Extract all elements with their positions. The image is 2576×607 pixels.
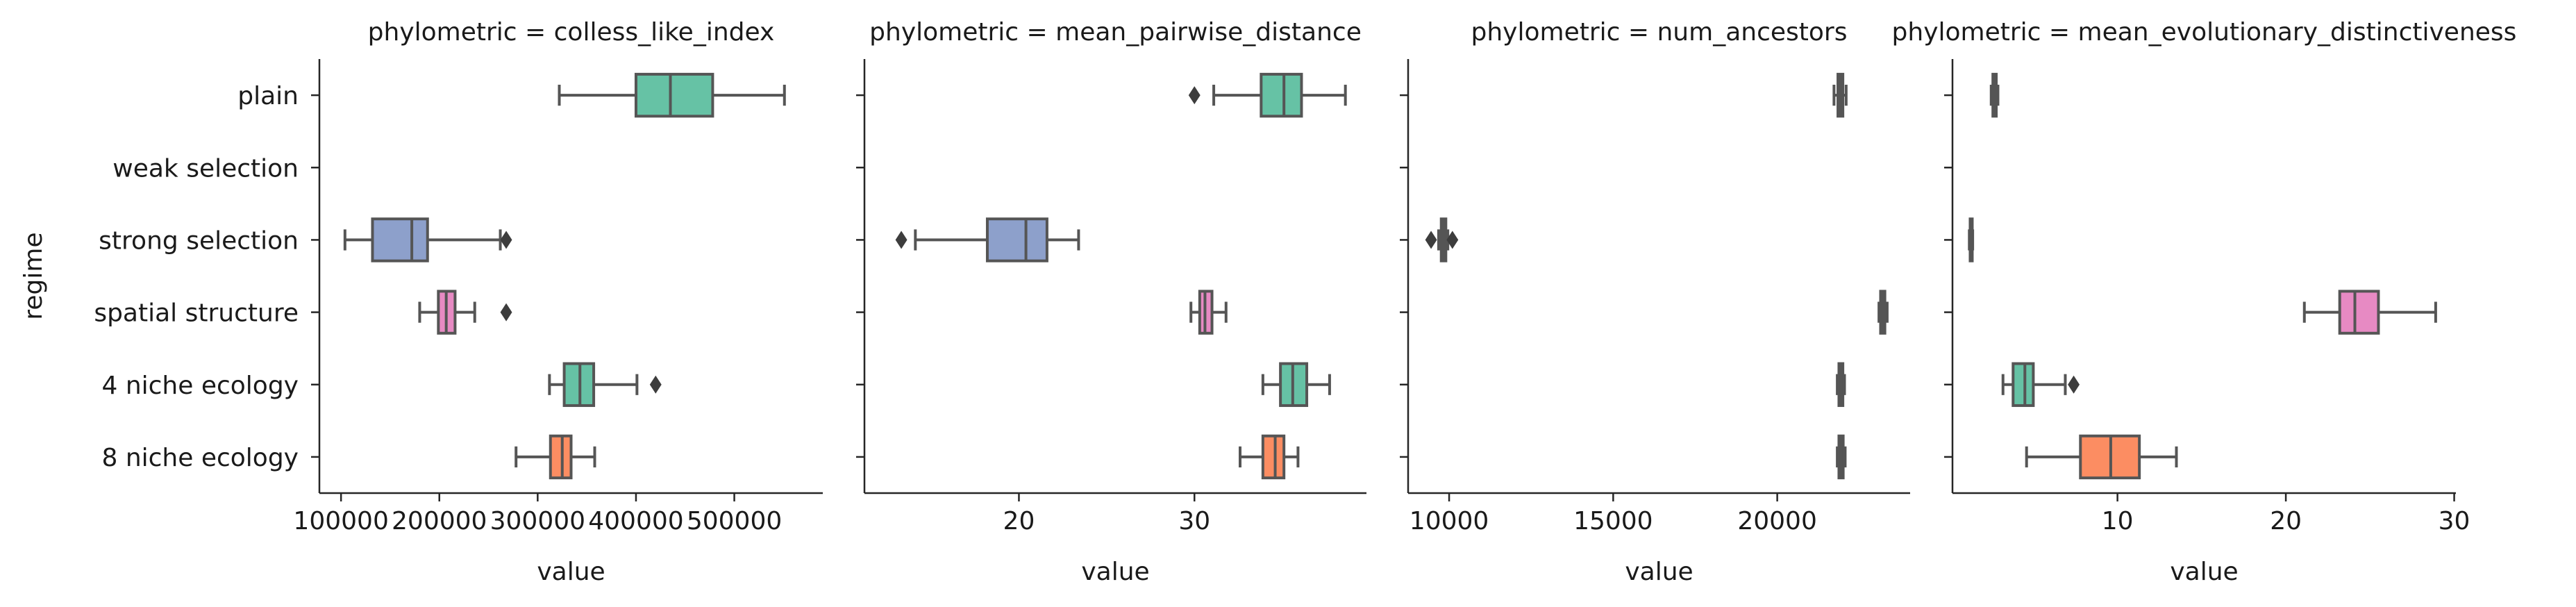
box-strong-selection bbox=[371, 217, 429, 263]
x-tick-label: 15000 bbox=[1573, 507, 1653, 535]
outlier-point bbox=[1425, 231, 1437, 249]
box-plain bbox=[634, 72, 714, 118]
x-tick-label: 100000 bbox=[293, 507, 388, 535]
box-plain bbox=[1260, 72, 1303, 118]
outlier-point bbox=[2068, 375, 2080, 394]
outlier-point bbox=[1446, 231, 1459, 249]
y-tick-label: strong selection bbox=[99, 226, 299, 255]
x-tick-label: 20 bbox=[2270, 507, 2302, 535]
x-axis-label: value bbox=[2170, 558, 2238, 586]
outlier-point bbox=[649, 375, 662, 394]
outlier-point bbox=[895, 231, 908, 249]
x-tick-label: 10000 bbox=[1410, 507, 1489, 535]
y-tick-label: weak selection bbox=[112, 154, 299, 183]
box-8-niche-ecology bbox=[549, 434, 573, 480]
y-tick-label: spatial structure bbox=[94, 299, 299, 328]
box-8-niche-ecology bbox=[1261, 434, 1286, 480]
x-tick-label: 10 bbox=[2102, 507, 2134, 535]
box-strong-selection bbox=[985, 217, 1048, 263]
outlier-point bbox=[1188, 86, 1201, 105]
box-4-niche-ecology bbox=[2012, 362, 2035, 407]
y-tick-label: 4 niche ecology bbox=[101, 372, 299, 400]
y-axis-label: regime bbox=[19, 232, 48, 319]
y-tick-label: plain bbox=[237, 82, 299, 110]
x-axis-label: value bbox=[537, 558, 605, 586]
x-tick-label: 300000 bbox=[490, 507, 585, 535]
panel-title: phylometric = colless_like_index bbox=[368, 18, 775, 47]
x-axis-label: value bbox=[1081, 558, 1149, 586]
x-axis-label: value bbox=[1625, 558, 1693, 586]
x-tick-label: 30 bbox=[2439, 507, 2470, 535]
outlier-point bbox=[500, 303, 512, 322]
panel-title: phylometric = num_ancestors bbox=[1471, 18, 1848, 47]
panel-title: phylometric = mean_pairwise_distance bbox=[869, 18, 1362, 47]
outlier-point bbox=[500, 231, 512, 249]
x-tick-label: 30 bbox=[1178, 507, 1210, 535]
x-tick-label: 20 bbox=[1003, 507, 1035, 535]
x-tick-label: 400000 bbox=[588, 507, 683, 535]
x-tick-label: 20000 bbox=[1737, 507, 1817, 535]
panel-title: phylometric = mean_evolutionary_distinct… bbox=[1892, 18, 2517, 47]
x-tick-label: 200000 bbox=[392, 507, 487, 535]
box-spatial-structure bbox=[2338, 290, 2380, 335]
x-tick-label: 500000 bbox=[687, 507, 782, 535]
y-tick-label: 8 niche ecology bbox=[101, 444, 299, 472]
